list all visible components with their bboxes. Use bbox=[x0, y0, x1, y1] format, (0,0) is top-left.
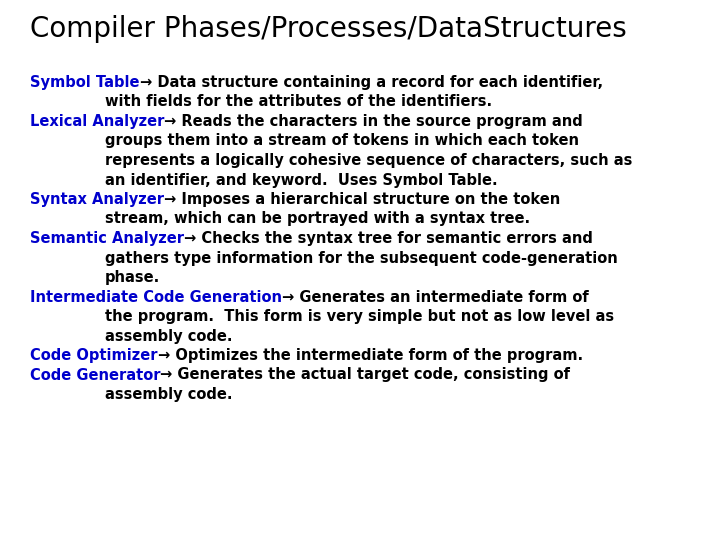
Text: with fields for the attributes of the identifiers.: with fields for the attributes of the id… bbox=[105, 94, 492, 110]
Text: Intermediate Code Generation: Intermediate Code Generation bbox=[30, 289, 282, 305]
Text: Syntax Analyzer: Syntax Analyzer bbox=[30, 192, 164, 207]
Text: represents a logically cohesive sequence of characters, such as: represents a logically cohesive sequence… bbox=[105, 153, 632, 168]
Text: Code Optimizer: Code Optimizer bbox=[30, 348, 158, 363]
Text: → Generates the actual target code, consisting of: → Generates the actual target code, cons… bbox=[161, 368, 570, 382]
Text: Compiler Phases/Processes/DataStructures: Compiler Phases/Processes/DataStructures bbox=[30, 15, 626, 43]
Text: → Imposes a hierarchical structure on the token: → Imposes a hierarchical structure on th… bbox=[164, 192, 560, 207]
Text: Lexical Analyzer: Lexical Analyzer bbox=[30, 114, 164, 129]
Text: → Generates an intermediate form of: → Generates an intermediate form of bbox=[282, 289, 589, 305]
Text: → Reads the characters in the source program and: → Reads the characters in the source pro… bbox=[164, 114, 583, 129]
Text: → Optimizes the intermediate form of the program.: → Optimizes the intermediate form of the… bbox=[158, 348, 582, 363]
Text: Symbol Table: Symbol Table bbox=[30, 75, 140, 90]
Text: → Checks the syntax tree for semantic errors and: → Checks the syntax tree for semantic er… bbox=[184, 231, 593, 246]
Text: phase.: phase. bbox=[105, 270, 161, 285]
Text: Semantic Analyzer: Semantic Analyzer bbox=[30, 231, 184, 246]
Text: stream, which can be portrayed with a syntax tree.: stream, which can be portrayed with a sy… bbox=[105, 212, 530, 226]
Text: an identifier, and keyword.  Uses Symbol Table.: an identifier, and keyword. Uses Symbol … bbox=[105, 172, 498, 187]
Text: gathers type information for the subsequent code-generation: gathers type information for the subsequ… bbox=[105, 251, 618, 266]
Text: Code Generator: Code Generator bbox=[30, 368, 161, 382]
Text: the program.  This form is very simple but not as low level as: the program. This form is very simple bu… bbox=[105, 309, 614, 324]
Text: groups them into a stream of tokens in which each token: groups them into a stream of tokens in w… bbox=[105, 133, 579, 148]
Text: → Data structure containing a record for each identifier,: → Data structure containing a record for… bbox=[140, 75, 603, 90]
Text: assembly code.: assembly code. bbox=[105, 328, 233, 343]
Text: assembly code.: assembly code. bbox=[105, 387, 233, 402]
